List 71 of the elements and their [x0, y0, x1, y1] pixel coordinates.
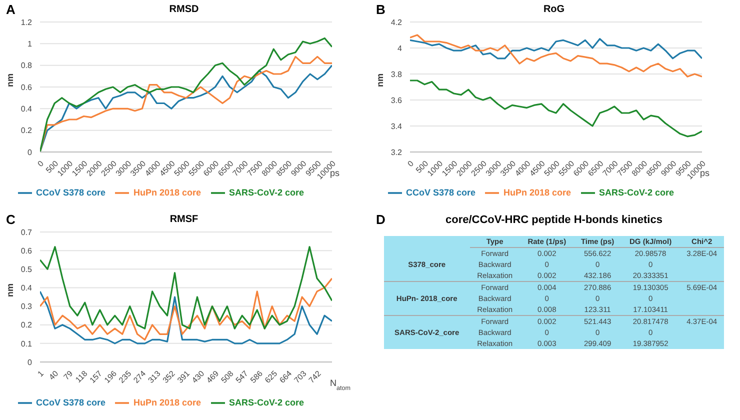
y-tick-label: 0.6 [20, 246, 33, 256]
line-series [410, 38, 702, 60]
y-tick-label: 0.2 [20, 320, 33, 330]
text: core/CCoV-HRC peptide H-bonds kinetics [446, 214, 662, 226]
y-axis-title: nm [5, 74, 16, 87]
y-tick-label: 4.2 [390, 18, 403, 27]
legend-label: SARS-CoV-2 core [229, 187, 304, 198]
chart-title: RMSF [170, 214, 198, 225]
x-tick-label: 118 [74, 368, 90, 384]
x-axis-title: N$_{atom}$ [330, 378, 350, 392]
line-series [40, 278, 332, 341]
y-tick-label: 3.6 [390, 96, 403, 105]
line-series [40, 290, 332, 344]
text: D [376, 212, 386, 227]
y-tick-label: 0.8 [20, 61, 33, 70]
x-tick-label: 430 [190, 368, 206, 385]
x-tick-label: 196 [102, 368, 119, 385]
y-tick-label: 0.2 [20, 126, 33, 136]
x-tick-label: 79 [62, 368, 76, 382]
x-tick-label: 0 [36, 158, 46, 169]
legend-label: CCoV S378 core [36, 187, 106, 198]
x-tick-label: 352 [161, 368, 178, 385]
x-tick-label: 157 [88, 368, 104, 385]
y-axis-title: nm [5, 284, 16, 297]
line-series [40, 37, 332, 152]
x-tick-label: 235 [117, 368, 134, 385]
legend-label: HuPn 2018 core [133, 187, 202, 198]
x-tick-label: 1 [36, 368, 46, 379]
y-tick-label: 0.5 [20, 264, 33, 274]
x-tick-label: 40 [47, 368, 60, 382]
y-tick-label: 0.4 [20, 104, 33, 114]
legend-label: CCoV S378 core [406, 187, 476, 198]
y-tick-label: 0.4 [20, 284, 33, 293]
text: B [376, 2, 386, 17]
x-tick-label: 586 [248, 368, 265, 385]
y-axis-title: nm [375, 74, 386, 87]
legend-label: HuPn 2018 core [133, 397, 202, 408]
x-tick-label: 391 [176, 368, 192, 385]
y-tick-label: 3.4 [390, 122, 403, 131]
text: C [6, 212, 16, 227]
legend-label: CCoV S378 core [36, 397, 106, 408]
y-tick-label: 0.1 [20, 339, 33, 348]
y-tick-label: 0.7 [20, 228, 33, 237]
y-tick-label: 1 [28, 40, 33, 49]
y-tick-label: 3.2 [390, 148, 403, 157]
x-tick-label: 703 [292, 368, 309, 385]
x-tick-label: 274 [132, 368, 148, 385]
text: A [6, 2, 16, 17]
line-series [410, 34, 702, 78]
line-series [40, 246, 332, 330]
y-tick-label: 4 [398, 44, 403, 53]
y-tick-label: 0.6 [20, 82, 33, 92]
y-tick-label: 0.3 [20, 302, 33, 312]
legend-label: HuPn 2018 core [503, 187, 572, 198]
x-tick-label: 742 [307, 368, 324, 385]
x-tick-label: 664 [278, 368, 294, 385]
x-tick-label: 313 [146, 368, 163, 385]
y-tick-label: 0 [28, 148, 33, 157]
chart-title: RMSD [169, 4, 199, 15]
y-tick-label: 3.8 [390, 70, 403, 79]
legend-label: SARS-CoV-2 core [229, 397, 304, 408]
x-tick-label: 469 [204, 368, 222, 385]
x-tick-label: 0 [406, 158, 416, 169]
y-tick-label: 1.2 [20, 18, 33, 27]
x-tick-label: 625 [263, 368, 280, 385]
x-tick-label: 508 [219, 368, 236, 385]
y-tick-label: 0 [28, 358, 33, 367]
line-series [410, 80, 702, 138]
chart-title: RoG [543, 4, 565, 15]
legend-label: SARS-CoV-2 core [599, 187, 674, 198]
x-tick-label: 547 [234, 368, 250, 385]
